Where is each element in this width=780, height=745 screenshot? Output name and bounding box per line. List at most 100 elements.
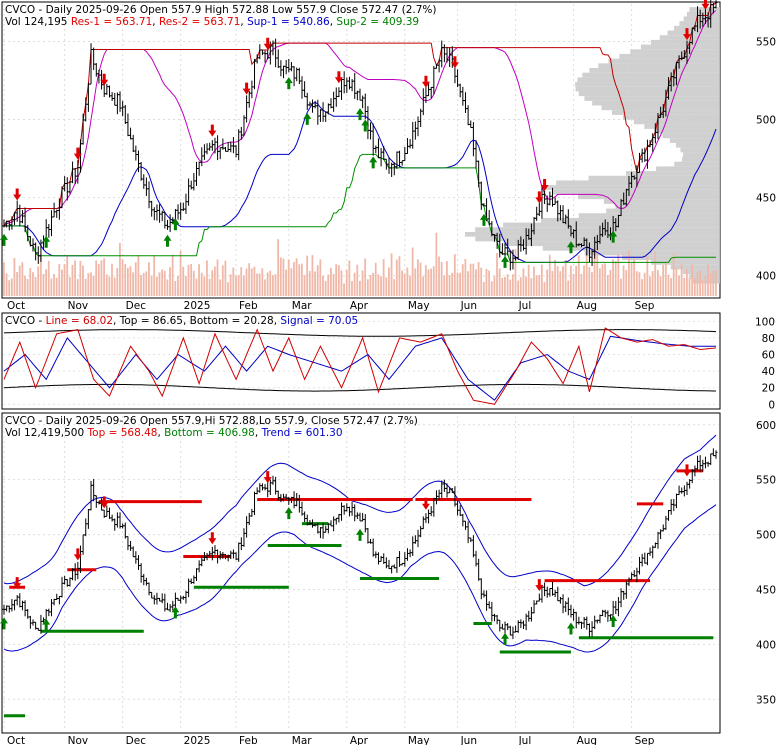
volume-bar <box>567 280 570 296</box>
volume-bar <box>701 280 704 296</box>
volume-bar <box>63 264 66 296</box>
volume-bar <box>601 264 604 296</box>
trend-y-ticks: 350 400 450 500 550 600 <box>756 420 776 706</box>
trend-y-tick-label: 450 <box>756 584 776 596</box>
volume-bar <box>100 260 103 296</box>
volume-bar <box>622 265 625 296</box>
sell-arrow <box>535 579 544 592</box>
volume-bar <box>670 278 672 296</box>
volume-bar <box>651 270 654 296</box>
volume-bar <box>274 274 277 296</box>
volume-bar <box>493 275 496 296</box>
volume-profile-bar <box>669 138 720 143</box>
volume-profile-bar <box>598 63 720 69</box>
volume-bar <box>664 261 667 296</box>
volume-bar <box>667 274 670 296</box>
volume-bar <box>453 254 456 296</box>
volume-bar <box>161 269 164 296</box>
volume-bar <box>343 283 345 296</box>
volume-bar <box>153 255 156 296</box>
volume-bar <box>638 272 641 296</box>
volume-bar <box>548 254 551 296</box>
volume-bar <box>45 269 47 296</box>
buy-arrow <box>609 615 618 628</box>
volume-bar <box>403 273 406 296</box>
price-x-ticks: Oct Nov Dec 2025 Feb Mar Apr May Jun Jul Aug Sep <box>7 300 655 312</box>
volume-profile-bar <box>670 264 720 270</box>
month-tick-label: May <box>408 735 430 745</box>
volume-bar <box>464 258 467 296</box>
volume-profile-bar <box>542 246 720 251</box>
volume-bar <box>282 258 285 296</box>
sell-arrow <box>208 124 217 137</box>
volume-bar <box>451 272 454 296</box>
volume-bar <box>158 272 161 296</box>
volume-profile-bar <box>650 260 720 265</box>
volume-bar <box>179 250 182 296</box>
buy-arrow <box>0 233 8 246</box>
buy-arrow <box>303 112 312 125</box>
trend-header: CVCO - Daily 2025-09-26 Open 557.9,Hi 57… <box>5 415 418 427</box>
volume-bar <box>137 254 140 296</box>
volume-bar <box>554 259 556 296</box>
volume-bar <box>240 267 243 296</box>
volume-bar <box>337 265 340 296</box>
volume-bar <box>696 272 699 296</box>
volume-bar <box>171 254 174 296</box>
volume-bar <box>314 271 316 296</box>
volume-bar <box>533 266 535 296</box>
volume-profile-bar <box>662 133 720 139</box>
volume-bar <box>8 280 11 296</box>
volume-bar <box>103 258 106 296</box>
volume-bar <box>166 279 169 296</box>
stochastic-signal-line <box>3 335 716 401</box>
volume-bar <box>501 277 504 296</box>
volume-bar <box>324 281 327 296</box>
volume-bar <box>142 272 145 296</box>
volume-bar <box>572 273 575 296</box>
stochastic-grid <box>3 320 719 405</box>
signal-arrows <box>0 0 710 268</box>
volume-bar <box>145 271 148 296</box>
volume-bar <box>242 275 245 296</box>
sell-arrow <box>100 73 109 86</box>
month-tick-label: Sep <box>635 300 655 312</box>
buy-arrow <box>284 77 293 90</box>
volume-bar <box>417 259 419 296</box>
volume-profile-bar <box>630 49 720 54</box>
volume-bar <box>498 268 501 296</box>
sell-arrow <box>100 496 109 509</box>
month-tick-label: Mar <box>292 300 312 312</box>
volume-bar <box>290 268 293 296</box>
volume-bar <box>195 278 198 296</box>
sell-arrow <box>73 147 82 160</box>
volume-bar <box>427 269 430 296</box>
volume-bar <box>150 275 153 296</box>
volume-bar <box>121 259 124 296</box>
volume-bar <box>359 280 361 296</box>
volume-bar <box>37 266 40 296</box>
volume-bar <box>480 267 483 296</box>
month-tick-label: 2025 <box>184 735 211 745</box>
volume-profile-bar <box>682 269 720 275</box>
volume-bar <box>627 250 630 296</box>
trend-y-tick-label: 400 <box>756 639 776 651</box>
volume-bar <box>432 266 435 296</box>
volume-bar <box>5 273 8 296</box>
trend-y-tick-label: 550 <box>756 475 776 487</box>
volume-profile-bar <box>542 185 720 190</box>
buy-arrow <box>356 528 364 541</box>
trend-y-tick-label: 600 <box>756 420 776 432</box>
volume-bar <box>140 275 142 296</box>
volume-bar <box>111 263 113 296</box>
price-y-tick-label: 550 <box>756 36 776 48</box>
volume-bar <box>18 265 21 296</box>
volume-bar <box>514 249 517 296</box>
volume-profile-bar <box>592 100 720 106</box>
volume-bar <box>382 259 385 296</box>
volume-bar <box>588 267 591 296</box>
volume-bar <box>266 272 269 296</box>
volume-bar <box>475 269 477 296</box>
volume-bar <box>219 279 222 296</box>
stochastic-y-ticks: 0 20 40 60 80 100 <box>755 316 775 411</box>
